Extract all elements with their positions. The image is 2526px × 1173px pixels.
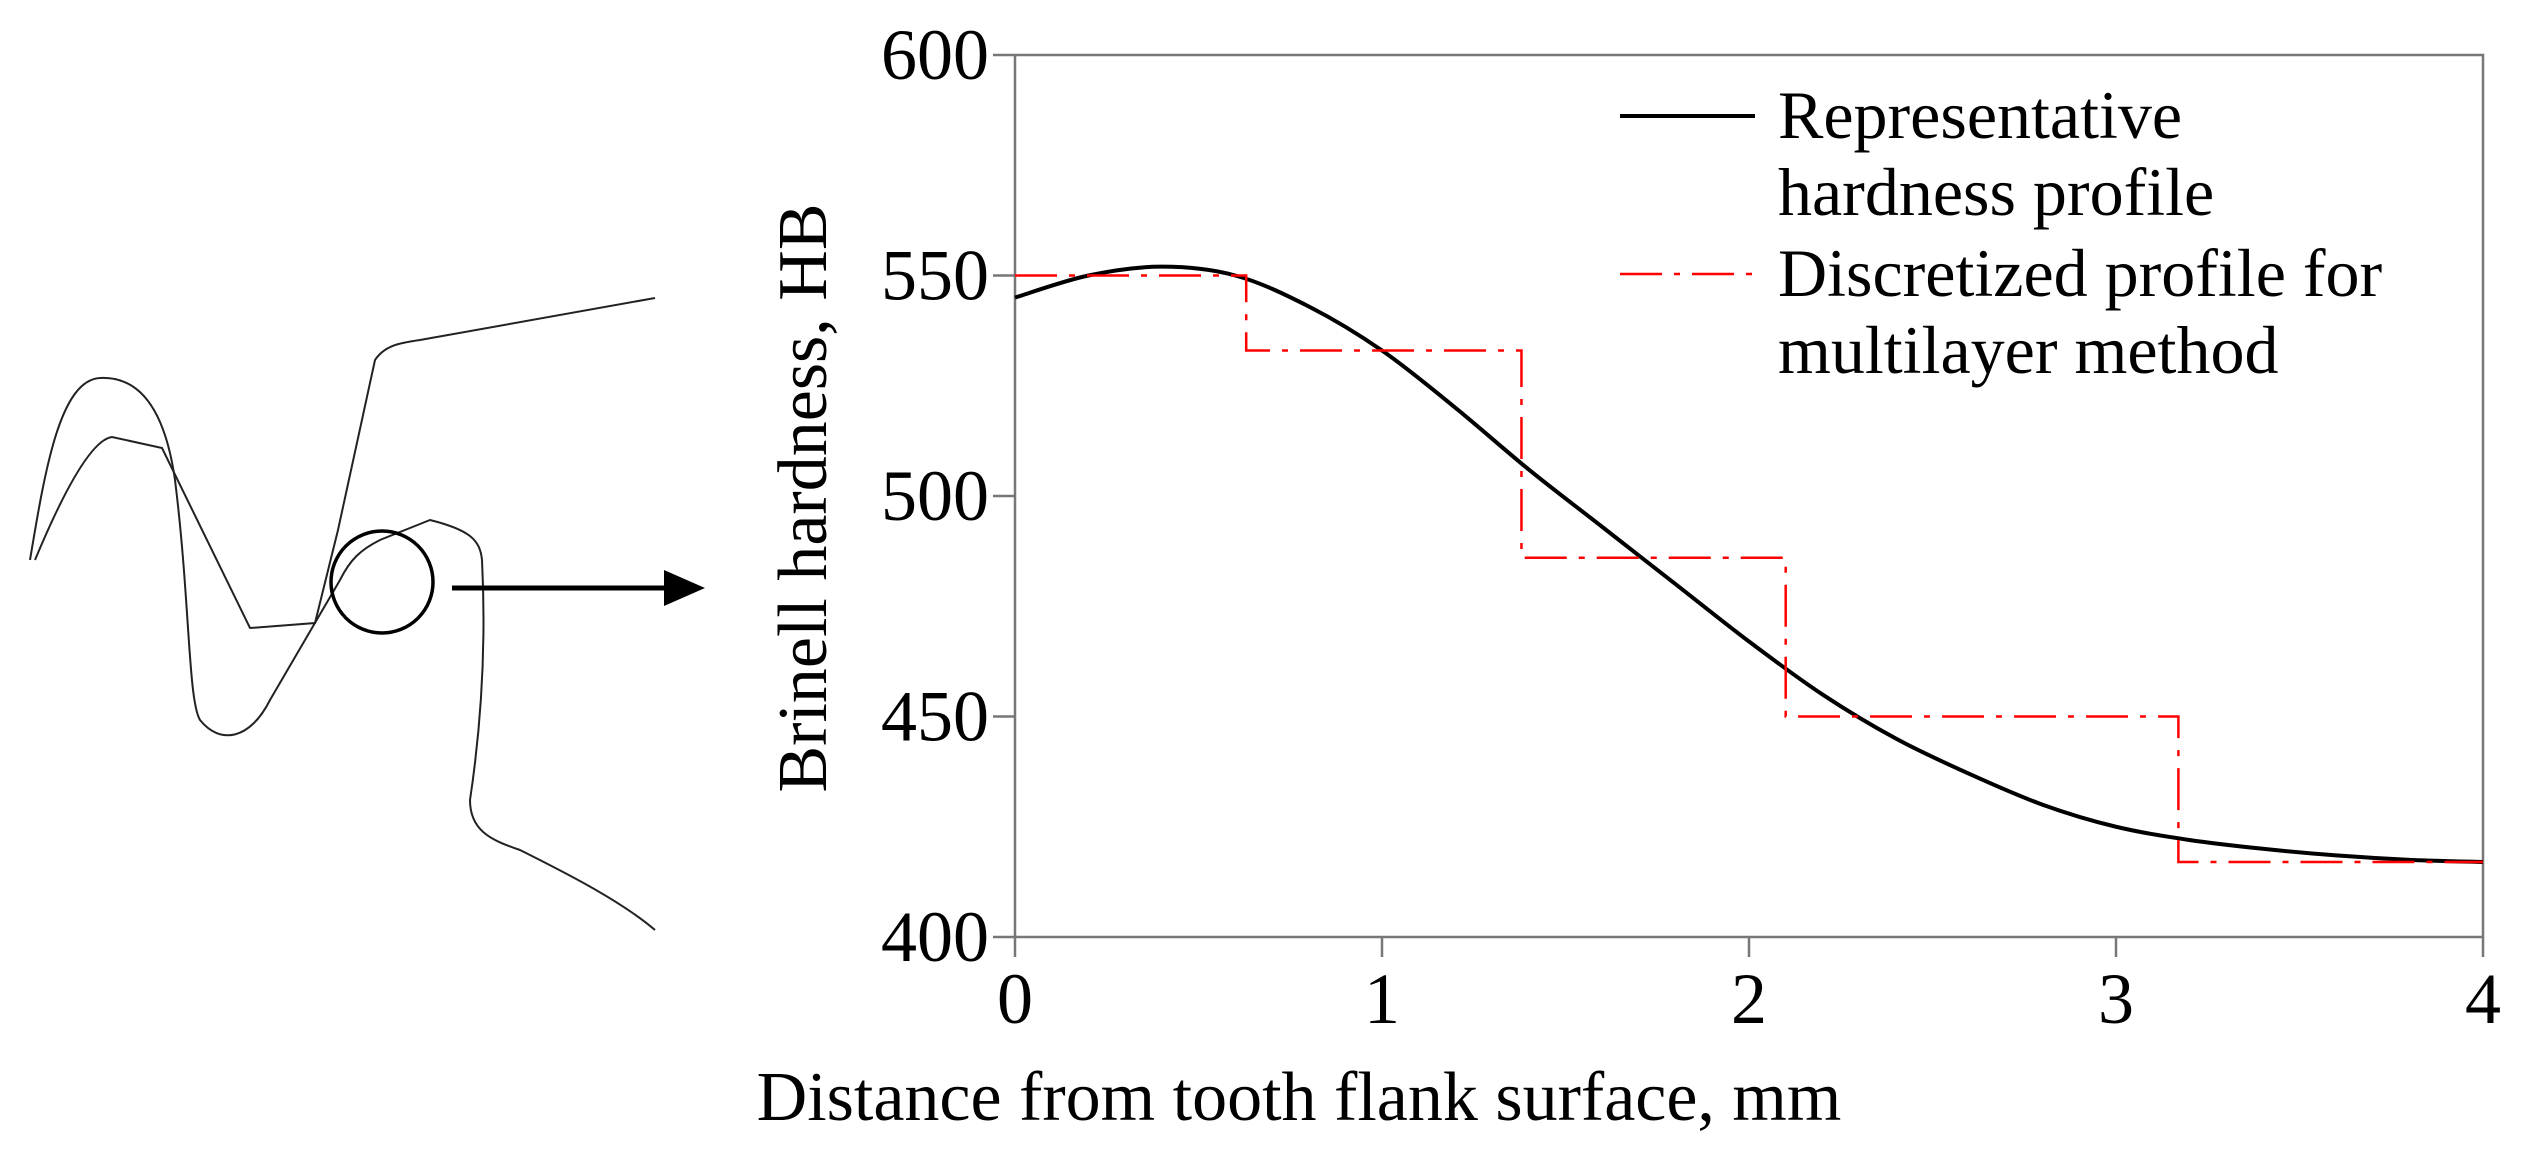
zoom-circle bbox=[329, 529, 435, 635]
series-line-2 bbox=[1015, 274, 2483, 864]
y-axis-ticks: 400 450 500 550 600 bbox=[881, 15, 1015, 977]
x-tick-label: 1 bbox=[1364, 959, 1400, 1039]
legend-label: hardness profile bbox=[1778, 154, 2214, 230]
y-tick-label: 400 bbox=[881, 897, 989, 977]
legend-label: Discretized profile for bbox=[1778, 235, 2383, 311]
x-tick-label: 2 bbox=[1731, 959, 1767, 1039]
y-axis-label: Brinell hardness, HB bbox=[765, 203, 842, 792]
tooth-outline-inner bbox=[34, 297, 656, 630]
x-tick-label: 4 bbox=[2465, 959, 2501, 1039]
zoom-arrow-head bbox=[664, 570, 705, 606]
y-tick-label: 450 bbox=[881, 677, 989, 757]
plot-area: 400 450 500 550 600 0 1 2 3 4 Representativehard… bbox=[881, 15, 2501, 1039]
series-layer bbox=[1014, 264, 2484, 865]
y-tick-label: 600 bbox=[881, 15, 989, 95]
legend-label: Representative bbox=[1778, 77, 2182, 153]
x-tick-label: 0 bbox=[997, 959, 1033, 1039]
y-tick-label: 550 bbox=[881, 236, 989, 316]
series-line-1 bbox=[1014, 264, 2484, 865]
legend-label: multilayer method bbox=[1778, 312, 2278, 388]
x-axis-label: Distance from tooth flank surface, mm bbox=[757, 1059, 1842, 1136]
plot-frame bbox=[1013, 53, 2485, 939]
tooth-outline-outer bbox=[29, 376, 656, 931]
y-tick-label: 500 bbox=[881, 456, 989, 536]
x-tick-label: 3 bbox=[2098, 959, 2134, 1039]
x-axis-ticks: 0 1 2 3 4 bbox=[997, 937, 2501, 1039]
tooth-profile-sketch bbox=[29, 297, 705, 931]
